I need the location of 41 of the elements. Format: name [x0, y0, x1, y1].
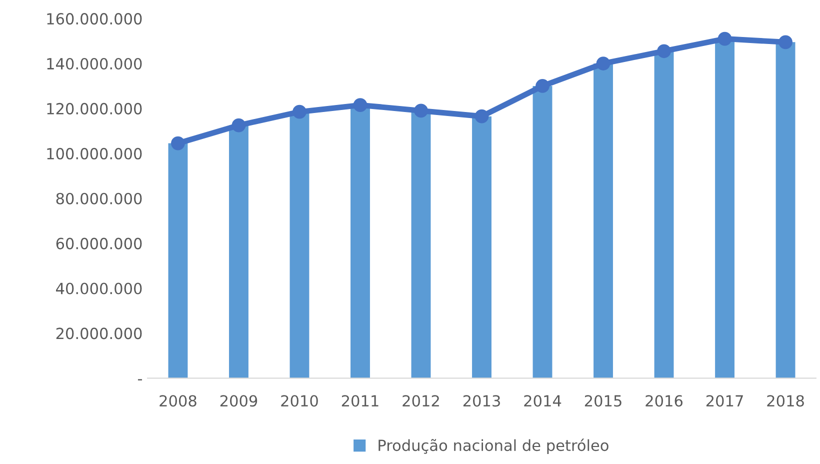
bar — [532, 86, 552, 378]
point — [414, 104, 428, 118]
point — [171, 136, 185, 150]
point — [718, 32, 732, 46]
y-tick-label: 100.000.000 — [47, 148, 142, 160]
x-tick-label: 2015 — [584, 395, 622, 407]
y-tick-label: 80.000.000 — [56, 192, 142, 204]
bar — [654, 51, 674, 378]
point — [657, 44, 671, 58]
bar — [229, 125, 248, 378]
bar — [594, 64, 613, 378]
x-tick-label: 2008 — [160, 395, 196, 407]
x-tick-label: 2010 — [281, 395, 318, 407]
bar — [168, 143, 188, 378]
legend-label: Produção nacional de petróleo — [378, 438, 608, 454]
point — [474, 109, 489, 124]
point — [778, 35, 792, 50]
y-tick-label: 120.000.000 — [47, 102, 142, 114]
bar — [776, 42, 796, 378]
point — [353, 98, 368, 112]
x-tick-label: 2018 — [767, 395, 804, 407]
point — [596, 56, 610, 70]
x-tick-label: 2013 — [463, 395, 500, 407]
bar — [290, 112, 310, 378]
x-tick-label: 2009 — [220, 395, 258, 407]
x-tick-label: 2011 — [342, 395, 378, 407]
x-tick-label: 2016 — [646, 395, 682, 407]
bar — [472, 116, 492, 378]
x-tick-label: 2017 — [706, 395, 743, 407]
bar — [411, 110, 431, 378]
y-tick-label: 20.000.000 — [56, 328, 142, 340]
y-tick-label: 140.000.000 — [47, 58, 142, 70]
point — [292, 104, 306, 119]
y-tick-label: 160.000.000 — [47, 13, 142, 25]
point — [536, 79, 550, 93]
x-tick-label: 2014 — [524, 395, 562, 407]
point — [232, 118, 246, 132]
x-tick-label: 2012 — [402, 395, 439, 407]
y-tick-label: 40.000.000 — [56, 282, 142, 294]
y-tick-label: 60.000.000 — [56, 238, 142, 250]
y-tick-label: - — [138, 379, 142, 380]
